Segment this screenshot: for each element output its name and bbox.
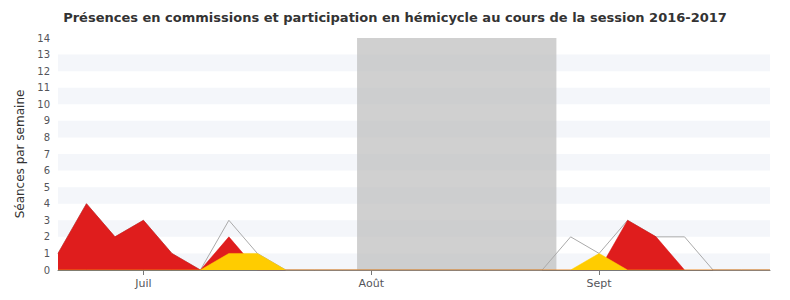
svg-text:Août: Août <box>359 277 385 290</box>
svg-text:6: 6 <box>44 165 50 176</box>
svg-text:2: 2 <box>44 231 50 242</box>
svg-text:9: 9 <box>44 115 50 126</box>
svg-text:4: 4 <box>44 198 50 209</box>
svg-text:Présences en commissions et pa: Présences en commissions et participatio… <box>63 10 727 25</box>
svg-text:5: 5 <box>44 182 50 193</box>
svg-text:Juil: Juil <box>134 277 151 290</box>
svg-text:11: 11 <box>37 82 50 93</box>
svg-text:Séances par semaine: Séances par semaine <box>13 90 27 219</box>
svg-text:3: 3 <box>44 215 50 226</box>
svg-text:7: 7 <box>44 149 50 160</box>
svg-text:Sept: Sept <box>587 277 613 290</box>
svg-text:14: 14 <box>37 33 50 44</box>
svg-text:0: 0 <box>44 265 50 276</box>
svg-text:8: 8 <box>44 132 50 143</box>
svg-text:12: 12 <box>37 66 50 77</box>
svg-text:13: 13 <box>37 49 50 60</box>
svg-text:1: 1 <box>44 248 50 259</box>
svg-text:10: 10 <box>37 99 50 110</box>
